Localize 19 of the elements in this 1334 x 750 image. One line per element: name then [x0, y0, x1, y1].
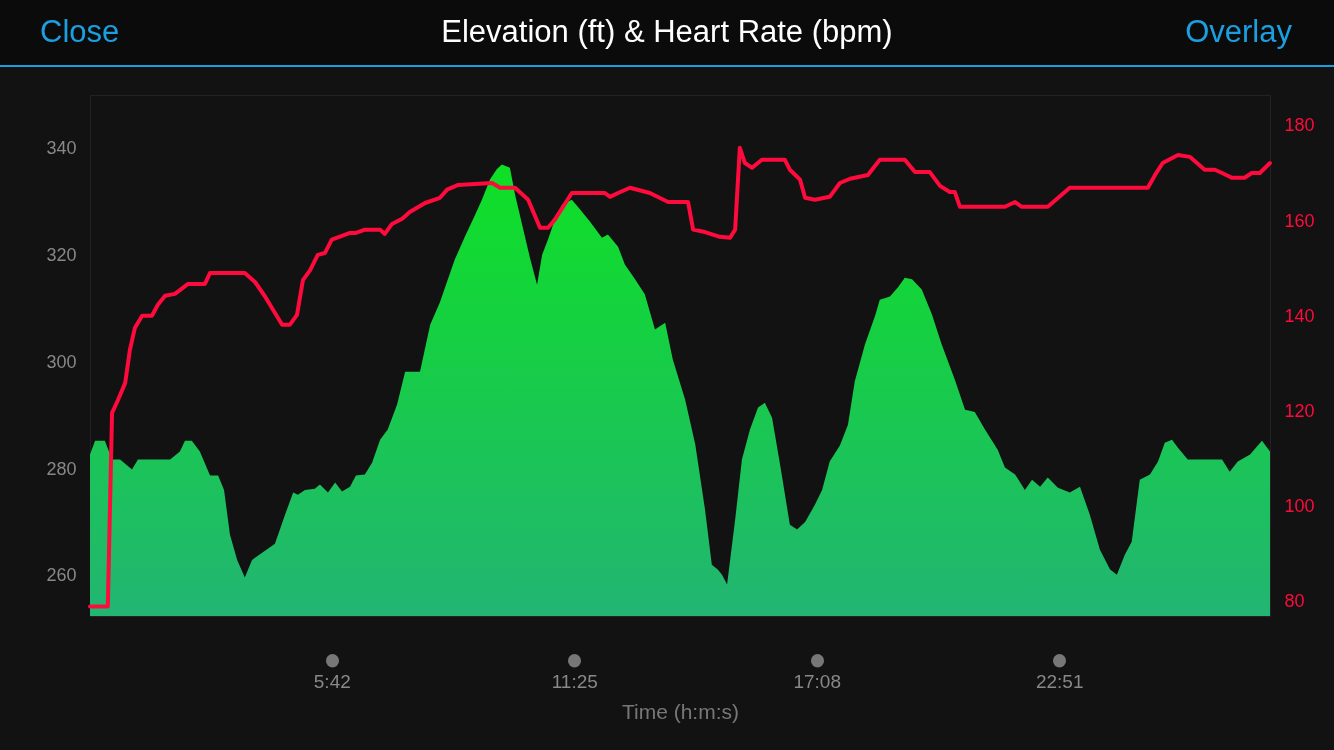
y-tick-label: 300 [46, 351, 77, 372]
chart-title: Elevation (ft) & Heart Rate (bpm) [441, 14, 893, 49]
y2-tick-label: 80 [1284, 591, 1305, 612]
y2-tick-label: 120 [1284, 400, 1315, 421]
y-tick-label: 340 [46, 137, 77, 158]
y2-tick-label: 140 [1284, 305, 1315, 326]
y-tick-label: 320 [46, 244, 77, 265]
y-tick-label: 280 [46, 458, 77, 479]
x-axis-title: Time (h:m:s) [621, 700, 740, 723]
y2-tick-label: 160 [1284, 210, 1315, 231]
text: Close [40, 14, 120, 50]
x-tick-label: 17:08 [793, 671, 841, 692]
y-tick-label: 260 [46, 565, 77, 586]
x-tick-label: 22:51 [1035, 671, 1084, 692]
x-tick-label: 11:25 [551, 671, 598, 692]
text: Overlay [1185, 14, 1292, 50]
y2-tick-label: 180 [1284, 115, 1315, 136]
y2-tick-label: 100 [1284, 496, 1315, 517]
x-tick-label: 5:42 [313, 671, 351, 692]
